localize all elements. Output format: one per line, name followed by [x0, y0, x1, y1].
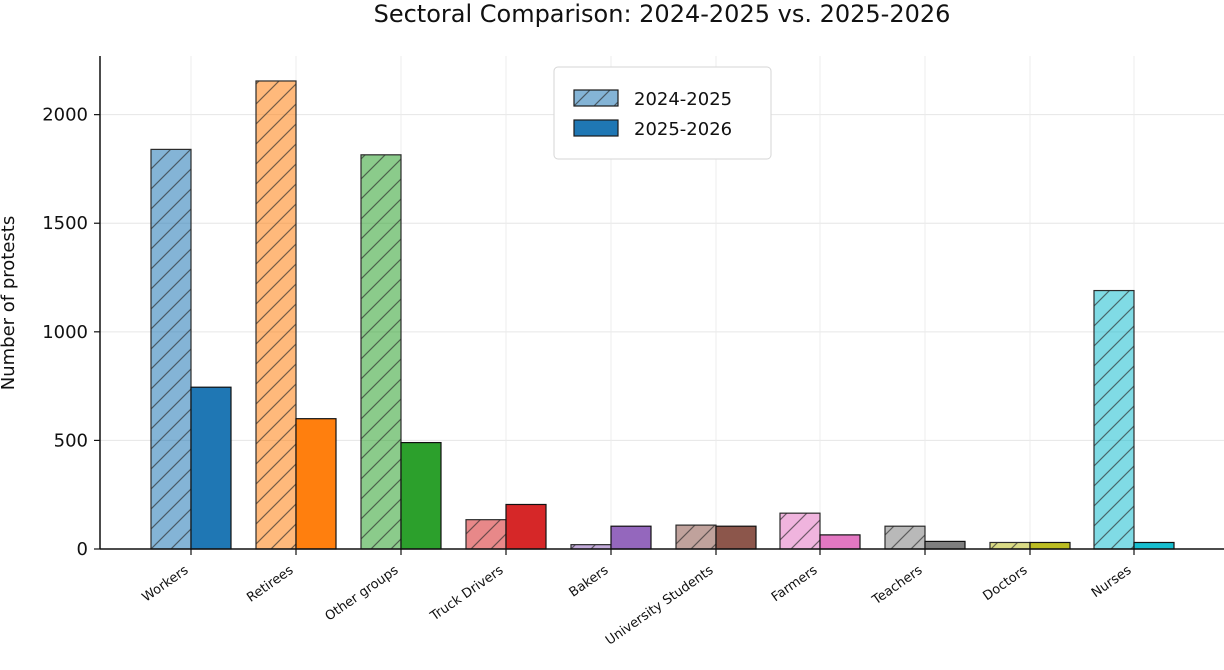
x-tick-label: Farmers [769, 563, 821, 605]
bar-2025-2026-workers [190, 386, 232, 550]
bar-hatch-retirees [256, 80, 296, 549]
legend-box [553, 66, 772, 160]
legend-swatch-2024-2025-hatch [574, 90, 618, 106]
ticks-layer: 0 500 1000 1500 2000 [42, 105, 1135, 560]
bar-2025-2026-truck-drivers [505, 503, 547, 550]
chart-title: Sectoral Comparison: 2024-2025 vs. 2025-… [374, 0, 951, 28]
x-tick-label: Other groups [323, 563, 402, 625]
axes-layer [99, 56, 1224, 550]
y-axis-label: Number of protests [0, 216, 19, 391]
bars-layer [150, 80, 1175, 550]
x-tick-label: Bakers [567, 563, 612, 601]
bar-hatch-teachers [885, 526, 925, 549]
bar-2025-2026-nurses [1133, 541, 1175, 550]
legend-label-2025-2026: 2025-2026 [634, 119, 732, 140]
x-tick-label: Workers [140, 563, 192, 606]
y-tick-label: 2000 [42, 105, 88, 126]
bar-hatch-workers [151, 149, 191, 549]
bar-hatch-university-students [676, 525, 716, 549]
x-tick-label: Nurses [1089, 563, 1135, 601]
bar-hatch-bakers [571, 544, 611, 549]
bar-2025-2026-other-groups [400, 441, 442, 550]
x-tick-label: Doctors [981, 563, 1031, 604]
bar-hatch-truck-drivers [466, 519, 506, 549]
chart-legend: 2024-2025 2025-2026 [553, 66, 772, 160]
bar-2025-2026-teachers [924, 540, 966, 550]
x-tick-label: University Students [603, 563, 716, 649]
bar-hatch-doctors [990, 542, 1030, 549]
bar-2025-2026-university-students [715, 525, 757, 550]
legend-label-2024-2025: 2024-2025 [634, 89, 732, 110]
bar-2025-2026-doctors [1029, 541, 1071, 550]
x-tick-label: Retirees [244, 563, 296, 606]
y-tick-label: 500 [54, 430, 88, 451]
bar-2025-2026-bakers [610, 525, 652, 550]
bar-2025-2026-retirees [295, 418, 337, 550]
x-tick-label: Truck Drivers [427, 563, 506, 625]
bar-hatch-farmers [780, 513, 820, 549]
legend-swatch-2025-2026 [573, 119, 619, 137]
bar-hatch-nurses [1094, 290, 1134, 549]
bar-hatch-other-groups [361, 154, 401, 549]
y-tick-label: 1000 [42, 322, 88, 343]
x-tick-label: Teachers [869, 563, 925, 609]
bar-2025-2026-farmers [819, 534, 861, 550]
labels-layer: Workers Retirees Other groups Truck Drivers… [140, 563, 1135, 649]
y-tick-label: 0 [77, 539, 88, 560]
y-tick-label: 1500 [42, 213, 88, 234]
